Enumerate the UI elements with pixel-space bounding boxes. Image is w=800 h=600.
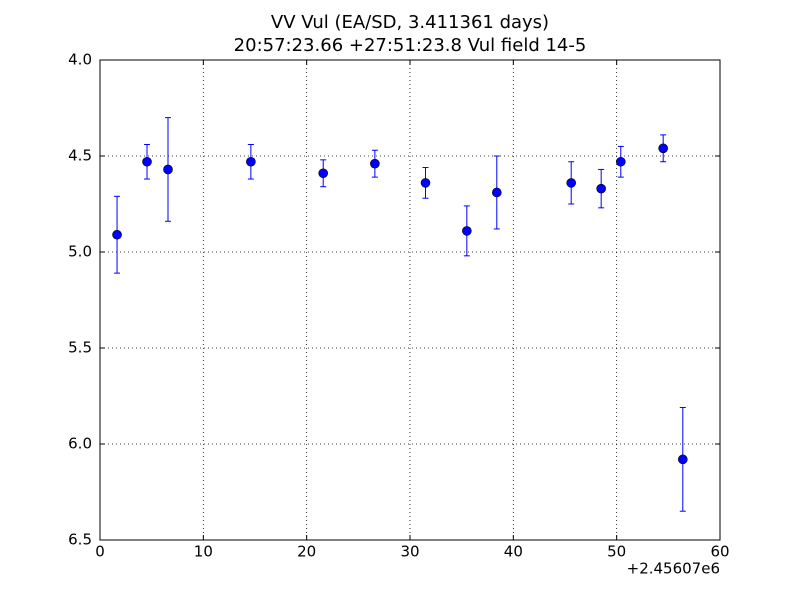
y-tick-label: 5.0 xyxy=(68,243,92,261)
data-point xyxy=(596,183,606,194)
data-point xyxy=(163,164,173,175)
chart-title: VV Vul (EA/SD, 3.411361 days) xyxy=(271,12,549,33)
data-point xyxy=(246,156,256,167)
data-point xyxy=(370,158,380,169)
y-tick-label: 5.5 xyxy=(68,339,92,357)
data-point xyxy=(462,226,472,236)
x-tick-label: 40 xyxy=(504,543,523,561)
y-tick-label: 4.5 xyxy=(68,147,92,165)
y-tick-label: 6.5 xyxy=(68,531,92,549)
data-point xyxy=(566,178,577,188)
data-point xyxy=(420,178,431,188)
data-point xyxy=(658,143,668,154)
x-tick-label: 0 xyxy=(95,543,105,561)
y-tick-label: 6.0 xyxy=(68,435,92,453)
x-tick-label: 30 xyxy=(400,543,419,561)
data-point xyxy=(112,229,122,240)
data-point xyxy=(615,156,626,167)
chart-subtitle: 20:57:23.66 +27:51:23.8 Vul field 14-5 xyxy=(234,35,587,56)
x-tick-label: 20 xyxy=(297,543,316,561)
data-point xyxy=(677,454,688,465)
x-offset-label: +2.45607e6 xyxy=(627,560,720,578)
x-tick-label: 50 xyxy=(607,543,626,561)
x-tick-label: 10 xyxy=(194,543,213,561)
data-point xyxy=(142,156,152,167)
y-tick-label: 4.0 xyxy=(68,51,92,69)
plot-frame xyxy=(99,59,721,541)
x-tick-label: 60 xyxy=(710,543,729,561)
data-point xyxy=(491,187,502,198)
data-point xyxy=(318,168,329,179)
